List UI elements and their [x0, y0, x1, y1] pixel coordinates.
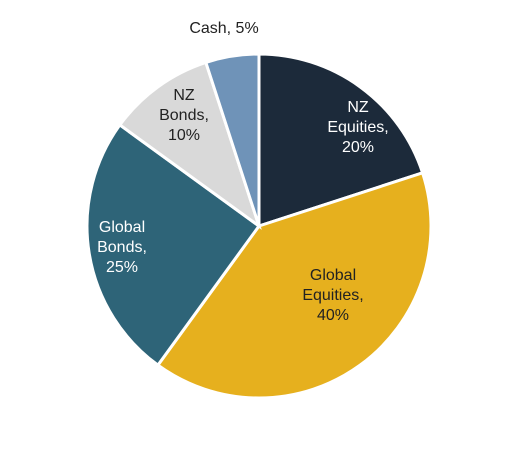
slice-label: NZ Equities, 20% [327, 99, 388, 156]
slice-label: Cash, 5% [189, 20, 258, 37]
label-line: Global [310, 267, 356, 284]
label-line: Cash, 5% [189, 20, 258, 37]
label-line: 40% [317, 307, 349, 324]
pie-slice [155, 170, 433, 400]
label-line: 10% [168, 127, 200, 144]
slice-label: Global Bonds, 25% [97, 219, 147, 276]
label-line: NZ [173, 87, 195, 104]
label-line: NZ [347, 99, 369, 116]
label-line: Bonds, [159, 107, 209, 124]
pie-slice [85, 122, 262, 368]
pie-slice [203, 52, 261, 227]
label-line: 20% [342, 139, 374, 156]
label-line: 25% [106, 259, 138, 276]
label-line: Equities, [302, 287, 363, 304]
pie-slice [117, 60, 262, 230]
label-line: Equities, [327, 119, 388, 136]
pie-slice [257, 52, 425, 229]
slice-label: Global Equities, 40% [302, 267, 363, 324]
slice-label: NZ Bonds, 10% [159, 87, 209, 144]
label-line: Global [99, 219, 145, 236]
label-line: Bonds, [97, 239, 147, 256]
